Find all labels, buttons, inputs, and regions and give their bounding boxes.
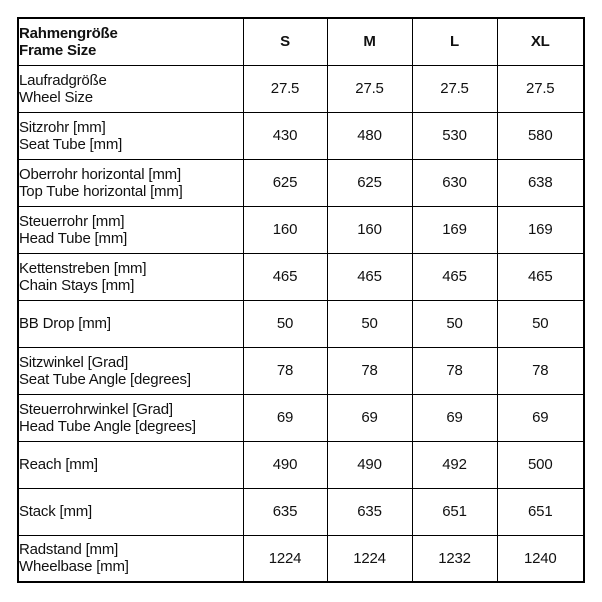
cell-value: 169 (411, 205, 498, 254)
cell-value: 78 (411, 346, 498, 395)
cell-value: 625 (242, 158, 328, 207)
cell-value: 27.5 (496, 64, 585, 113)
cell-value: 465 (242, 252, 328, 301)
cell-value: 638 (496, 158, 585, 207)
row-label: Stack [mm] (17, 487, 244, 536)
cell-value: 50 (326, 299, 413, 348)
cell-value: 27.5 (242, 64, 328, 113)
table-row: BB Drop [mm] 50 50 50 50 (17, 299, 585, 348)
header-label-en: Frame Size (19, 41, 97, 59)
row-label: Laufradgröße Wheel Size (17, 64, 244, 113)
row-label: Sitzwinkel [Grad] Seat Tube Angle [degree… (17, 346, 244, 395)
cell-value: 430 (242, 111, 328, 160)
row-label-de: Sitzwinkel [Grad] (19, 353, 129, 371)
cell-value: 625 (326, 158, 413, 207)
table-row: Radstand [mm] Wheelbase [mm] 1224 1224 1232 1… (17, 534, 585, 583)
row-label-de: Reach [mm] (19, 456, 98, 473)
row-label: Kettenstreben [mm] Chain Stays [mm] (17, 252, 244, 301)
row-label-en: Wheel Size (19, 88, 93, 106)
cell-value: 465 (326, 252, 413, 301)
cell-value: 635 (326, 487, 413, 536)
cell-value: 69 (242, 393, 328, 442)
table-row: Stack [mm] 635 635 651 651 (17, 487, 585, 536)
table-row: Steuerrohrwinkel [Grad] Head Tube Angle [… (17, 393, 585, 442)
row-label-de: Radstand [mm] (19, 541, 119, 559)
row-label-en: Wheelbase [mm] (19, 558, 129, 576)
row-label-en: Chain Stays [mm] (19, 276, 135, 294)
cell-value: 490 (242, 440, 328, 489)
table-row: Oberrohr horizontal [mm] Top Tube horizon… (17, 158, 585, 207)
row-label: Reach [mm] (17, 440, 244, 489)
row-label-de: Steuerrohrwinkel [Grad] (19, 400, 173, 418)
row-label-de: Stack [mm] (19, 503, 93, 520)
cell-value: 1232 (411, 534, 498, 583)
cell-value: 480 (326, 111, 413, 160)
table-row: Reach [mm] 490 490 492 500 (17, 440, 585, 489)
column-header-m: M (326, 17, 413, 66)
cell-value: 630 (411, 158, 498, 207)
cell-value: 78 (242, 346, 328, 395)
table-row: Sitzwinkel [Grad] Seat Tube Angle [degree… (17, 346, 585, 395)
column-header-xl: XL (496, 17, 585, 66)
row-label: BB Drop [mm] (17, 299, 244, 348)
row-label-de: Laufradgröße (19, 71, 107, 89)
header-label-de: Rahmengröße (19, 24, 118, 42)
cell-value: 492 (411, 440, 498, 489)
cell-value: 50 (242, 299, 328, 348)
cell-value: 169 (496, 205, 585, 254)
cell-value: 160 (242, 205, 328, 254)
cell-value: 465 (411, 252, 498, 301)
cell-value: 635 (242, 487, 328, 536)
cell-value: 69 (496, 393, 585, 442)
cell-value: 50 (496, 299, 585, 348)
row-label-de: Steuerrohr [mm] (19, 212, 125, 230)
cell-value: 1240 (496, 534, 585, 583)
column-header-s: S (242, 17, 328, 66)
column-header-l: L (411, 17, 498, 66)
cell-value: 580 (496, 111, 585, 160)
row-label-en: Seat Tube Angle [degrees] (19, 370, 191, 388)
row-label: Steuerrohrwinkel [Grad] Head Tube Angle [… (17, 393, 244, 442)
cell-value: 78 (326, 346, 413, 395)
table-row: Kettenstreben [mm] Chain Stays [mm] 465 465… (17, 252, 585, 301)
cell-value: 490 (326, 440, 413, 489)
cell-value: 1224 (326, 534, 413, 583)
row-label-de: Sitzrohr [mm] (19, 118, 106, 136)
cell-value: 500 (496, 440, 585, 489)
row-label-de: BB Drop [mm] (19, 315, 111, 332)
table-header-row: Rahmengröße Frame Size S M L XL (17, 17, 585, 66)
row-label-de: Oberrohr horizontal [mm] (19, 165, 181, 183)
cell-value: 50 (411, 299, 498, 348)
cell-value: 530 (411, 111, 498, 160)
frame-geometry-table: Rahmengröße Frame Size S M L XL Laufradg… (17, 17, 585, 583)
geometry-table-body: Laufradgröße Wheel Size 27.5 27.5 27.5 27.5 Si… (17, 64, 585, 583)
cell-value: 78 (496, 346, 585, 395)
header-label-cell: Rahmengröße Frame Size (17, 17, 244, 66)
row-label: Sitzrohr [mm] Seat Tube [mm] (17, 111, 244, 160)
cell-value: 27.5 (411, 64, 498, 113)
row-label: Steuerrohr [mm] Head Tube [mm] (17, 205, 244, 254)
row-label-en: Top Tube horizontal [mm] (19, 182, 183, 200)
cell-value: 27.5 (326, 64, 413, 113)
cell-value: 1224 (242, 534, 328, 583)
row-label-en: Seat Tube [mm] (19, 135, 123, 153)
row-label-en: Head Tube Angle [degrees] (19, 417, 196, 435)
cell-value: 651 (496, 487, 585, 536)
row-label: Oberrohr horizontal [mm] Top Tube horizon… (17, 158, 244, 207)
cell-value: 465 (496, 252, 585, 301)
table-row: Laufradgröße Wheel Size 27.5 27.5 27.5 27.5 (17, 64, 585, 113)
table-row: Sitzrohr [mm] Seat Tube [mm] 430 480 530 580 (17, 111, 585, 160)
cell-value: 69 (411, 393, 498, 442)
table-row: Steuerrohr [mm] Head Tube [mm] 160 160 169 16… (17, 205, 585, 254)
row-label-en: Head Tube [mm] (19, 229, 128, 247)
row-label: Radstand [mm] Wheelbase [mm] (17, 534, 244, 583)
cell-value: 651 (411, 487, 498, 536)
row-label-de: Kettenstreben [mm] (19, 259, 147, 277)
cell-value: 160 (326, 205, 413, 254)
cell-value: 69 (326, 393, 413, 442)
